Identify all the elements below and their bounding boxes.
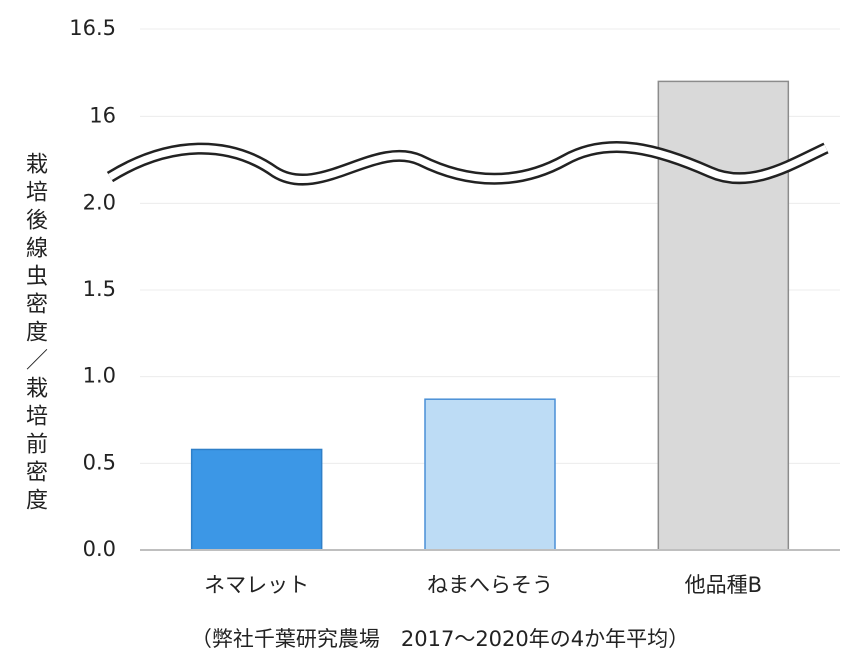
note: （弊社千葉研究農場 2017～2020年の4か年平均）: [191, 627, 689, 651]
y-tick-label: 16: [89, 103, 116, 127]
x-tick-label: 他品種B: [685, 573, 762, 597]
bar: [190, 448, 323, 551]
bar: [424, 398, 556, 551]
x-tick-label: ネマレット: [204, 573, 309, 597]
y-tick-label: 2.0: [83, 190, 116, 214]
axis-break: [106, 141, 829, 186]
y-tick-label: 0.0: [83, 537, 116, 561]
y-tick-label: 1.0: [83, 364, 116, 388]
y-axis-label: 栽培後線虫密度／栽培前密度: [22, 152, 48, 516]
y-tick-label: 1.5: [83, 277, 116, 301]
y-tick-label: 16.5: [69, 16, 116, 40]
y-tick-label: 0.5: [83, 450, 116, 474]
bar: [657, 80, 790, 551]
x-tick-label: ねまへらそう: [427, 573, 553, 597]
